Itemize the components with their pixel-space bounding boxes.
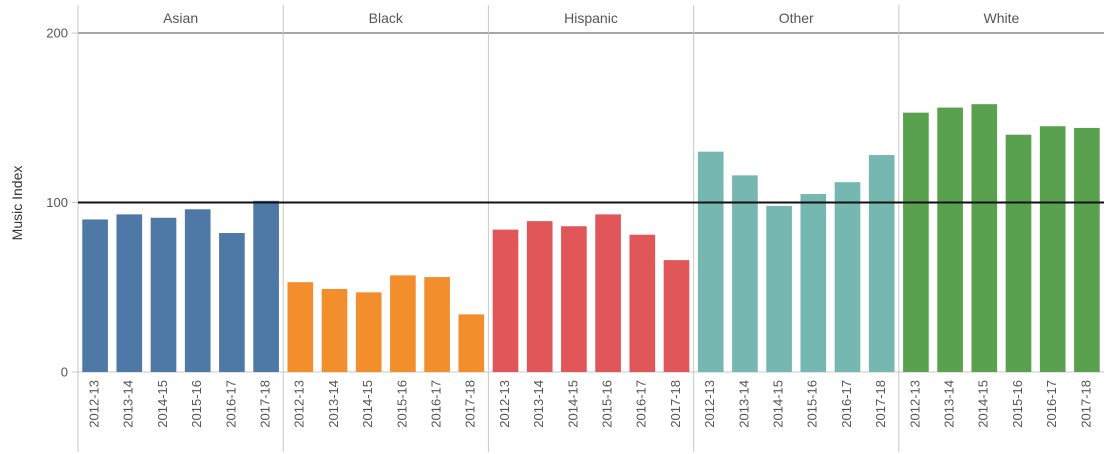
x-tick-label: 2015-16: [600, 380, 615, 428]
bar-other-2015-16: [800, 194, 827, 372]
bar-asian-2015-16: [184, 209, 211, 372]
bar-white-2014-15: [971, 104, 998, 372]
panel-label-other: Other: [779, 10, 814, 26]
y-axis-title: Music Index: [9, 166, 25, 241]
panel-label-white: White: [984, 10, 1020, 26]
bar-black-2016-17: [424, 277, 450, 372]
y-tick-label: 200: [46, 25, 68, 40]
x-tick-label: 2016-17: [634, 380, 649, 428]
x-tick-label: 2014-15: [155, 380, 170, 428]
panel-label-asian: Asian: [163, 10, 198, 26]
x-tick-label: 2013-14: [326, 380, 341, 428]
bar-black-2015-16: [390, 275, 416, 372]
x-tick-label: 2017-18: [873, 380, 888, 428]
x-tick-label: 2015-16: [1010, 380, 1025, 428]
bar-asian-2013-14: [116, 214, 143, 372]
bar-asian-2014-15: [150, 217, 177, 372]
bar-other-2016-17: [834, 182, 861, 372]
bar-hispanic-2013-14: [526, 221, 553, 372]
bar-hispanic-2016-17: [629, 234, 656, 372]
bar-hispanic-2012-13: [492, 229, 519, 372]
x-tick-label: 2015-16: [394, 380, 409, 428]
x-tick-label: 2012-13: [702, 380, 717, 428]
x-tick-label: 2017-18: [668, 380, 683, 428]
x-tick-label: 2016-17: [223, 380, 238, 428]
y-tick-label: 0: [61, 364, 68, 379]
bar-black-2017-18: [458, 314, 485, 372]
bar-black-2014-15: [355, 292, 382, 372]
x-tick-label: 2013-14: [121, 380, 136, 428]
bar-hispanic-2014-15: [561, 226, 587, 372]
bar-black-2012-13: [287, 282, 314, 372]
x-tick-label: 2014-15: [565, 380, 580, 428]
x-tick-label: 2017-18: [463, 380, 478, 428]
bar-other-2013-14: [732, 175, 758, 372]
x-tick-label: 2013-14: [531, 380, 546, 428]
panel-label-black: Black: [369, 10, 404, 26]
x-tick-label: 2012-13: [907, 380, 922, 428]
x-tick-label: 2015-16: [805, 380, 820, 428]
x-tick-label: 2017-18: [258, 380, 273, 428]
bar-black-2013-14: [321, 288, 348, 372]
bar-white-2015-16: [1005, 134, 1032, 372]
x-tick-label: 2014-15: [360, 380, 375, 428]
x-tick-label: 2017-18: [1078, 380, 1093, 428]
x-tick-label: 2016-17: [839, 380, 854, 428]
bar-asian-2016-17: [219, 233, 245, 372]
bar-hispanic-2015-16: [595, 214, 621, 372]
bar-white-2016-17: [1039, 126, 1066, 372]
bar-hispanic-2017-18: [663, 260, 690, 372]
bar-white-2013-14: [937, 107, 963, 372]
bar-other-2012-13: [697, 151, 724, 372]
bar-asian-2017-18: [253, 200, 279, 372]
bar-white-2012-13: [903, 112, 929, 372]
x-tick-label: 2012-13: [292, 380, 307, 428]
x-tick-label: 2016-17: [1044, 380, 1059, 428]
y-tick-label: 100: [46, 195, 68, 210]
x-tick-label: 2015-16: [189, 380, 204, 428]
x-tick-label: 2016-17: [429, 380, 444, 428]
x-tick-label: 2014-15: [771, 380, 786, 428]
bar-asian-2012-13: [82, 219, 108, 372]
x-tick-label: 2013-14: [736, 380, 751, 428]
x-tick-label: 2014-15: [976, 380, 991, 428]
bar-other-2017-18: [868, 155, 895, 372]
x-tick-label: 2012-13: [87, 380, 102, 428]
bar-white-2017-18: [1074, 127, 1100, 372]
bar-other-2014-15: [766, 205, 792, 372]
x-tick-label: 2013-14: [942, 380, 957, 428]
x-tick-label: 2012-13: [497, 380, 512, 428]
panel-label-hispanic: Hispanic: [564, 10, 618, 26]
